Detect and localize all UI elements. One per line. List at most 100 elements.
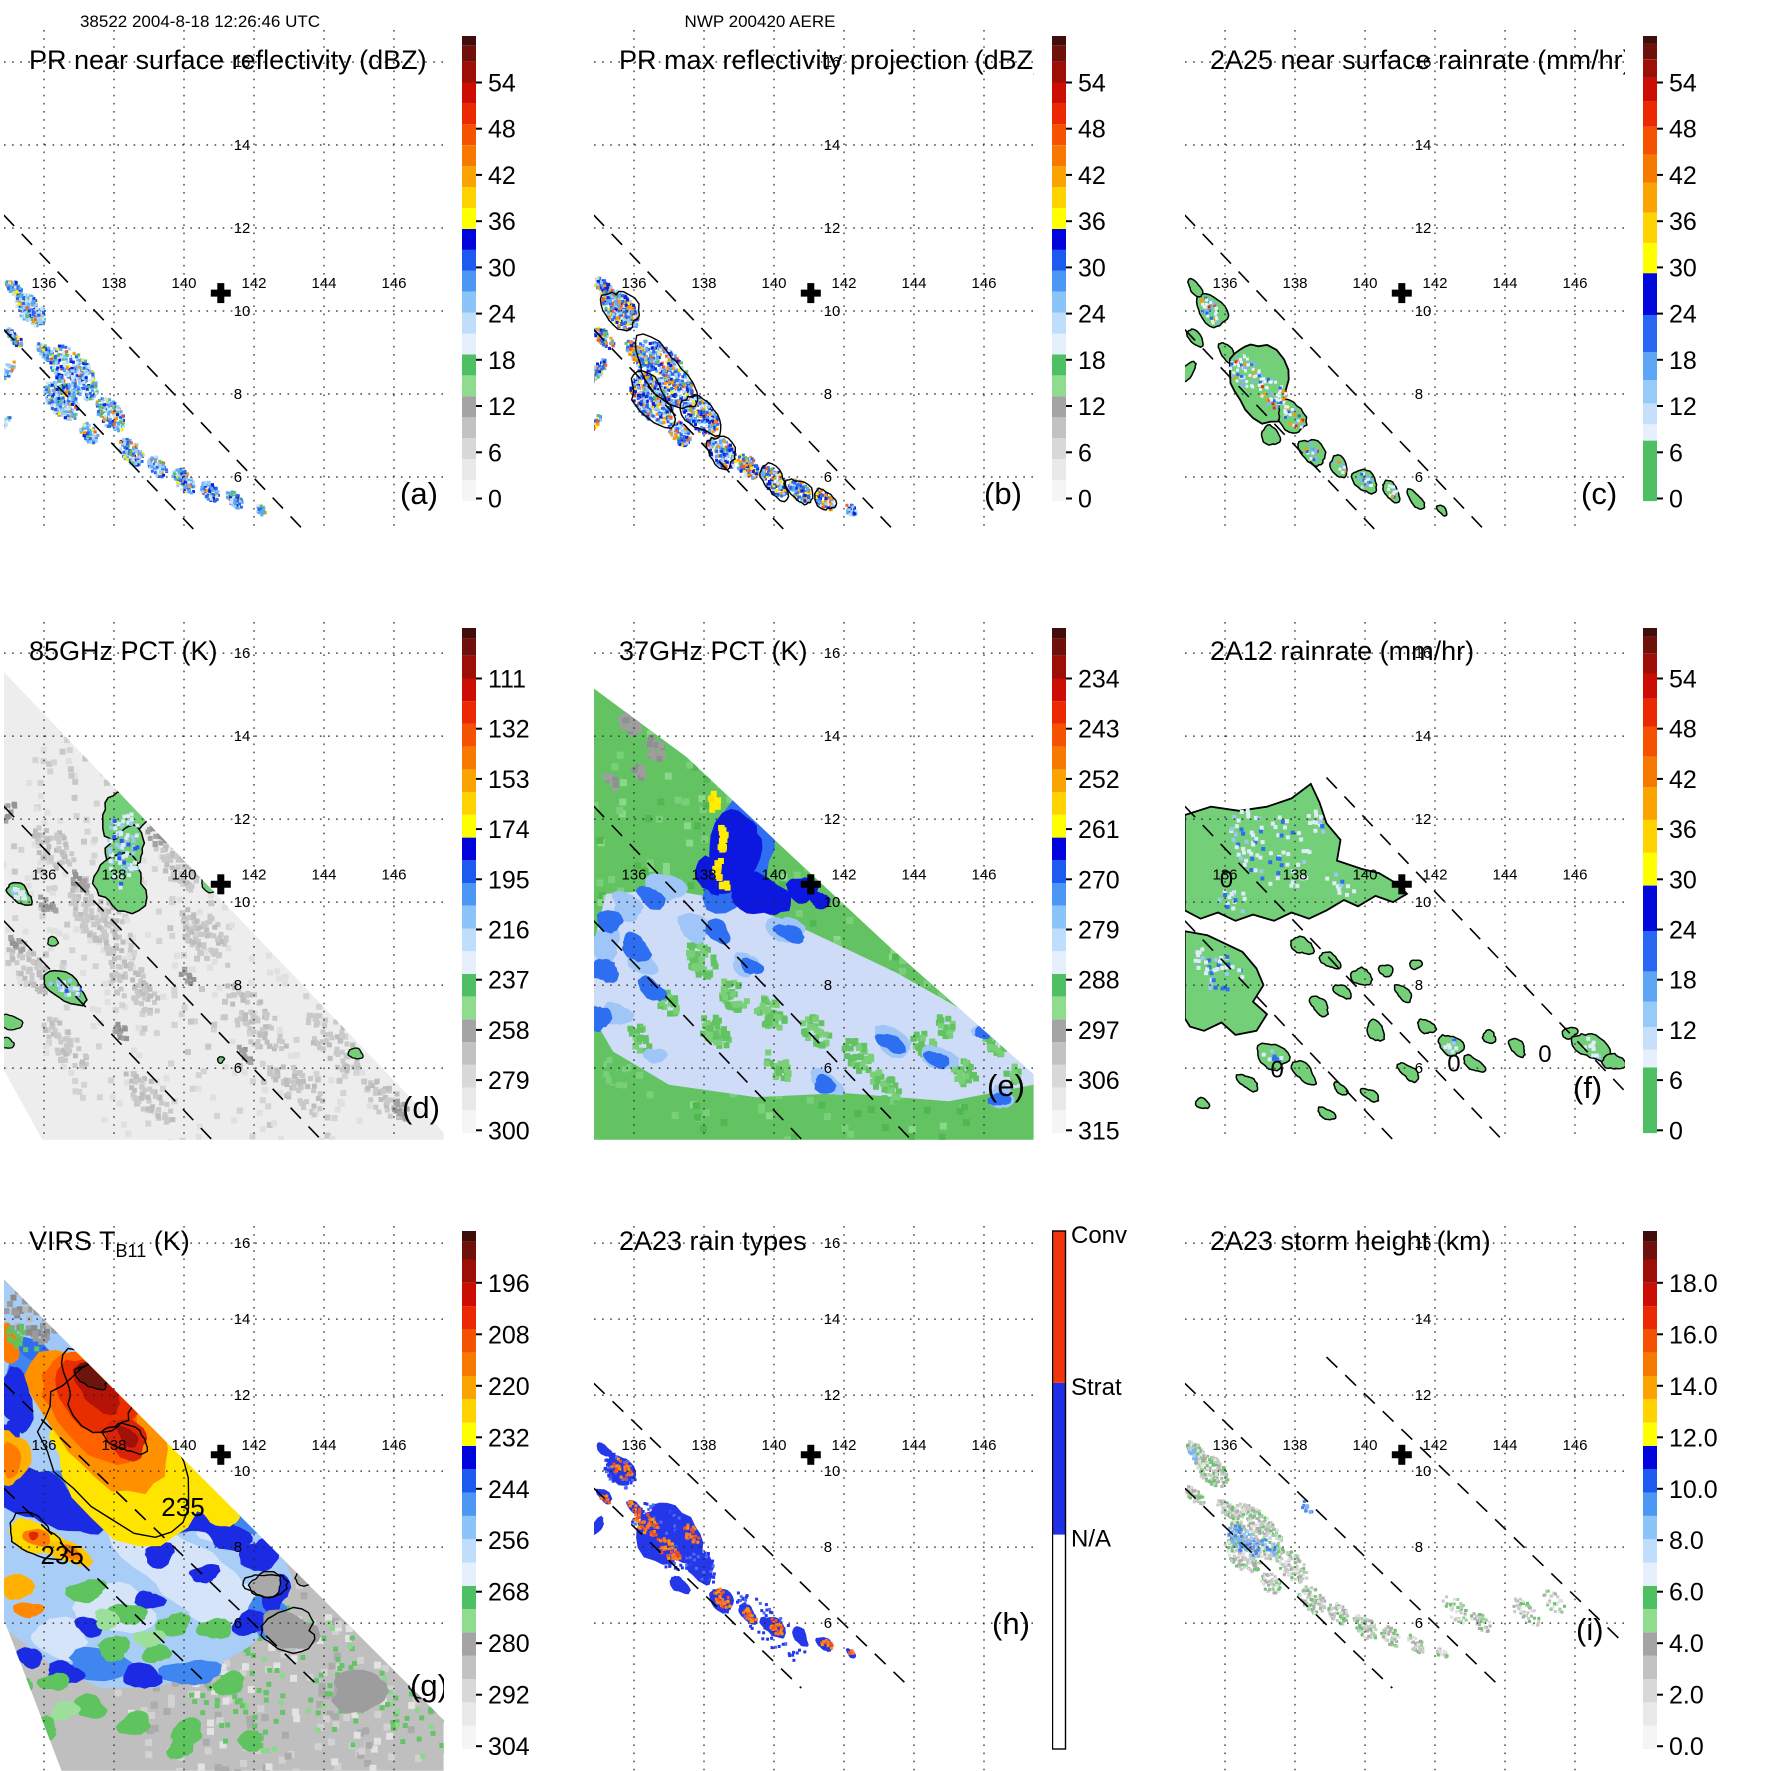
colorbar-tick: 0.0	[1669, 1733, 1704, 1761]
data-field	[594, 1442, 857, 1662]
lon-tick-label: 146	[1562, 866, 1587, 883]
colorbar-tick: 30	[1669, 254, 1697, 282]
data-field	[4, 280, 267, 517]
colorbar-tick: 111	[488, 666, 526, 694]
colorbar-tick: 208	[488, 1321, 530, 1349]
colorbar-tick: 18.0	[1669, 1270, 1718, 1298]
lat-tick-label: 10	[824, 303, 841, 320]
panel-letter: (a)	[400, 476, 438, 511]
lat-tick-label: 10	[824, 894, 841, 911]
center-cross-marker	[1391, 874, 1412, 895]
colorbar-tick: 0	[1669, 486, 1683, 514]
graticule	[1185, 1226, 1625, 1771]
lon-tick-label: 140	[171, 866, 196, 883]
graticule	[594, 1226, 1034, 1771]
lon-tick-label: 144	[1492, 1437, 1517, 1454]
colorbar: 18.0 16.0 14.0 12.0 10.0 8.0 6.0 4.0 2.0 0.0	[1643, 1231, 1718, 1761]
panel-title: 2A23 rain types	[619, 1226, 807, 1256]
colorbar-tick: 36	[1078, 208, 1106, 236]
lon-tick-label: 138	[691, 275, 716, 292]
colorbar-tick: 12	[488, 393, 516, 421]
colorbar-tick: 153	[488, 766, 530, 794]
lon-tick-label: 138	[1282, 866, 1307, 883]
lon-tick-label: 136	[1212, 275, 1237, 292]
colorbar-tick: 234	[1078, 666, 1120, 694]
grid-labels: 136 138 140 142 144 146 6 8 10 12 14 16	[621, 54, 996, 486]
swath-edge-line	[594, 1487, 802, 1689]
lon-tick-label: 146	[1562, 275, 1587, 292]
colorbar-tick: 306	[1078, 1067, 1120, 1095]
colorbar: 54 48 42 36 30 24 18 12 6 0	[1643, 36, 1697, 514]
colorbar-tick: 10.0	[1669, 1476, 1718, 1504]
panel-letter: (c)	[1581, 476, 1617, 511]
graticule	[1185, 622, 1625, 1140]
panel-letter: (g)	[410, 1668, 444, 1703]
colorbar-tick: 30	[1078, 254, 1106, 282]
colorbar-tick: 256	[488, 1527, 530, 1555]
lon-tick-label: 146	[971, 275, 996, 292]
panel-title: VIRS TB11​ (K)	[29, 1226, 190, 1261]
data-field: 0 0 0 0	[1185, 782, 1625, 1121]
colorbar-tick: 54	[1669, 666, 1697, 694]
swath-edge-line	[4, 329, 196, 530]
colorbar-tick: 18	[1669, 347, 1697, 375]
lat-tick-label: 8	[1415, 977, 1423, 994]
panel-title: 85GHz PCT (K)	[29, 636, 218, 666]
lon-tick-label: 144	[311, 1437, 336, 1454]
colorbar-tick: 280	[488, 1630, 530, 1658]
lat-tick-label: 10	[1415, 894, 1432, 911]
colorbar-tick: 48	[1078, 116, 1106, 144]
graticule	[4, 622, 444, 1140]
swath-edge-line	[1325, 777, 1625, 1092]
colorbar-tick: 54	[1669, 70, 1697, 98]
lat-tick-label: 8	[824, 977, 832, 994]
colorbar-tick: 0	[1078, 486, 1092, 514]
colorbar-tick: 48	[1669, 716, 1697, 744]
panel-b-pr-max-reflectivity-projection: 136 138 140 142 144 146 6 8 10 12 14 16 PR max refle…	[590, 0, 1180, 590]
panel-a-pr-near-surface-reflectivity: 136 138 140 142 144 146 6 8 10 12 14 16 PR near surf…	[0, 0, 590, 590]
panel-title: PR near surface reflectivity (dBZ)	[29, 45, 427, 75]
swath-edge-line	[1185, 1382, 1503, 1689]
data-field	[1185, 277, 1448, 517]
colorbar-tick: 216	[488, 917, 530, 945]
grid-labels: 136 138 140 142 144 146 6 8 10 12 14 16	[31, 54, 406, 486]
colorbar-tick: 54	[488, 70, 516, 98]
lon-tick-label: 146	[381, 866, 406, 883]
lon-tick-label: 140	[1352, 1437, 1377, 1454]
center-cross-marker	[1391, 283, 1412, 304]
lat-tick-label: 12	[1415, 220, 1432, 237]
colorbar-tick: 304	[488, 1733, 530, 1761]
colorbar-tick: 18	[1669, 967, 1697, 995]
colorbar-tick: 6	[1078, 439, 1092, 467]
colorbar-tick: 174	[488, 816, 530, 844]
colorbar-tick: 12	[1078, 393, 1106, 421]
colorbar-tick: 6	[1669, 1067, 1683, 1095]
lon-tick-label: 140	[171, 1437, 196, 1454]
colorbar-tick: 36	[488, 208, 516, 236]
colorbar-tick: 279	[1078, 917, 1120, 945]
contour-label: 235	[161, 1492, 204, 1522]
lat-tick-label: 10	[234, 1463, 251, 1480]
lat-tick-label: 16	[1415, 54, 1432, 71]
lat-tick-label: 14	[1415, 1311, 1432, 1328]
colorbar-label: Strat	[1071, 1374, 1122, 1401]
data-field	[1185, 1440, 1566, 1659]
lat-tick-label: 16	[234, 54, 251, 71]
graticule	[4, 30, 444, 530]
lat-tick-label: 8	[234, 977, 242, 994]
colorbar-tick: 244	[488, 1476, 530, 1504]
lat-tick-label: 6	[824, 1060, 832, 1077]
lat-tick-label: 14	[234, 728, 251, 745]
lon-tick-label: 138	[101, 1437, 126, 1454]
colorbar-label: Conv	[1071, 1222, 1127, 1249]
lon-tick-label: 146	[971, 866, 996, 883]
colorbar-tick: 237	[488, 967, 530, 995]
colorbar-tick: 132	[488, 716, 530, 744]
center-cross-marker	[1391, 1444, 1412, 1465]
colorbar-tick: 315	[1078, 1117, 1120, 1145]
lon-tick-label: 138	[1282, 1437, 1307, 1454]
lat-tick-label: 12	[234, 220, 251, 237]
